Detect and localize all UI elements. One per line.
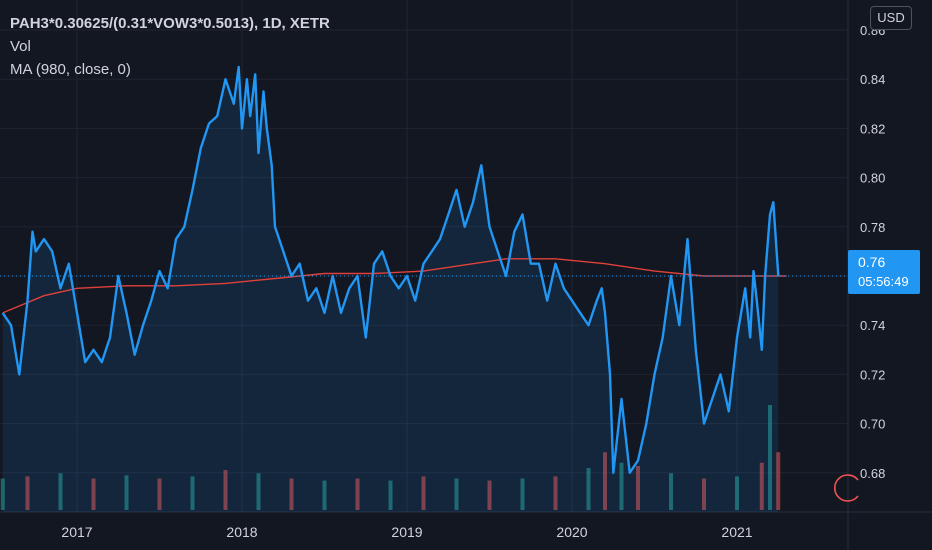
volume-bar [636, 465, 640, 510]
countdown-timer: 05:56:49 [858, 274, 909, 289]
volume-bar [520, 478, 525, 510]
price-area-fill [2, 66, 779, 513]
last-price-value: 0.76 [858, 254, 886, 270]
y-tick-label: 0.78 [860, 220, 885, 235]
volume-bar [91, 478, 96, 510]
volume-bar [768, 405, 772, 510]
volume-bar [388, 480, 393, 510]
volume-bar [603, 452, 607, 510]
y-tick-label: 0.80 [860, 171, 885, 186]
y-tick-label: 0.84 [860, 72, 885, 87]
volume-bar [454, 478, 459, 510]
y-tick-label: 0.82 [860, 121, 885, 136]
volume-bar [223, 470, 228, 510]
x-tick-label: 2020 [556, 524, 587, 540]
volume-bar [355, 478, 360, 510]
x-tick-label: 2019 [391, 524, 422, 540]
legend-title[interactable]: PAH3*0.30625/(0.31*VOW3*0.5013), 1D, XET… [10, 15, 330, 32]
volume-bar [58, 473, 63, 510]
reload-icon[interactable] [832, 472, 864, 504]
volume-bar [421, 476, 426, 510]
x-tick-label: 2018 [226, 524, 257, 540]
y-tick-label: 0.70 [860, 417, 885, 432]
chart-legend: PAH3*0.30625/(0.31*VOW3*0.5013), 1D, XET… [10, 12, 330, 81]
currency-button[interactable]: USD [870, 6, 912, 30]
y-tick-label: 0.74 [860, 318, 885, 333]
volume-bar [776, 452, 781, 510]
volume-bar [157, 478, 162, 510]
volume-bar [735, 476, 739, 510]
volume-bar [289, 478, 294, 510]
legend-ma[interactable]: MA (980, close, 0) [10, 61, 131, 78]
legend-vol[interactable]: Vol [10, 38, 31, 55]
volume-bar [256, 473, 261, 510]
volume-bar [0, 478, 5, 510]
volume-bar [619, 462, 624, 510]
y-tick-label: 0.68 [860, 466, 885, 481]
volume-bar [322, 480, 327, 510]
x-tick-label: 2017 [61, 524, 92, 540]
volume-bar [487, 480, 492, 510]
y-tick-label: 0.72 [860, 367, 885, 382]
volume-bar [759, 462, 764, 510]
volume-bar [669, 473, 673, 510]
volume-bar [586, 468, 591, 510]
volume-bar [25, 476, 30, 510]
price-line [1, 65, 780, 474]
volume-bar [190, 476, 195, 510]
ma-line [2, 258, 787, 314]
volume-bar [124, 475, 129, 510]
volume-bar [553, 476, 558, 510]
last-price-tag: 0.76 05:56:49 [848, 250, 920, 294]
x-tick-label: 2021 [721, 524, 752, 540]
volume-bar [702, 478, 706, 510]
